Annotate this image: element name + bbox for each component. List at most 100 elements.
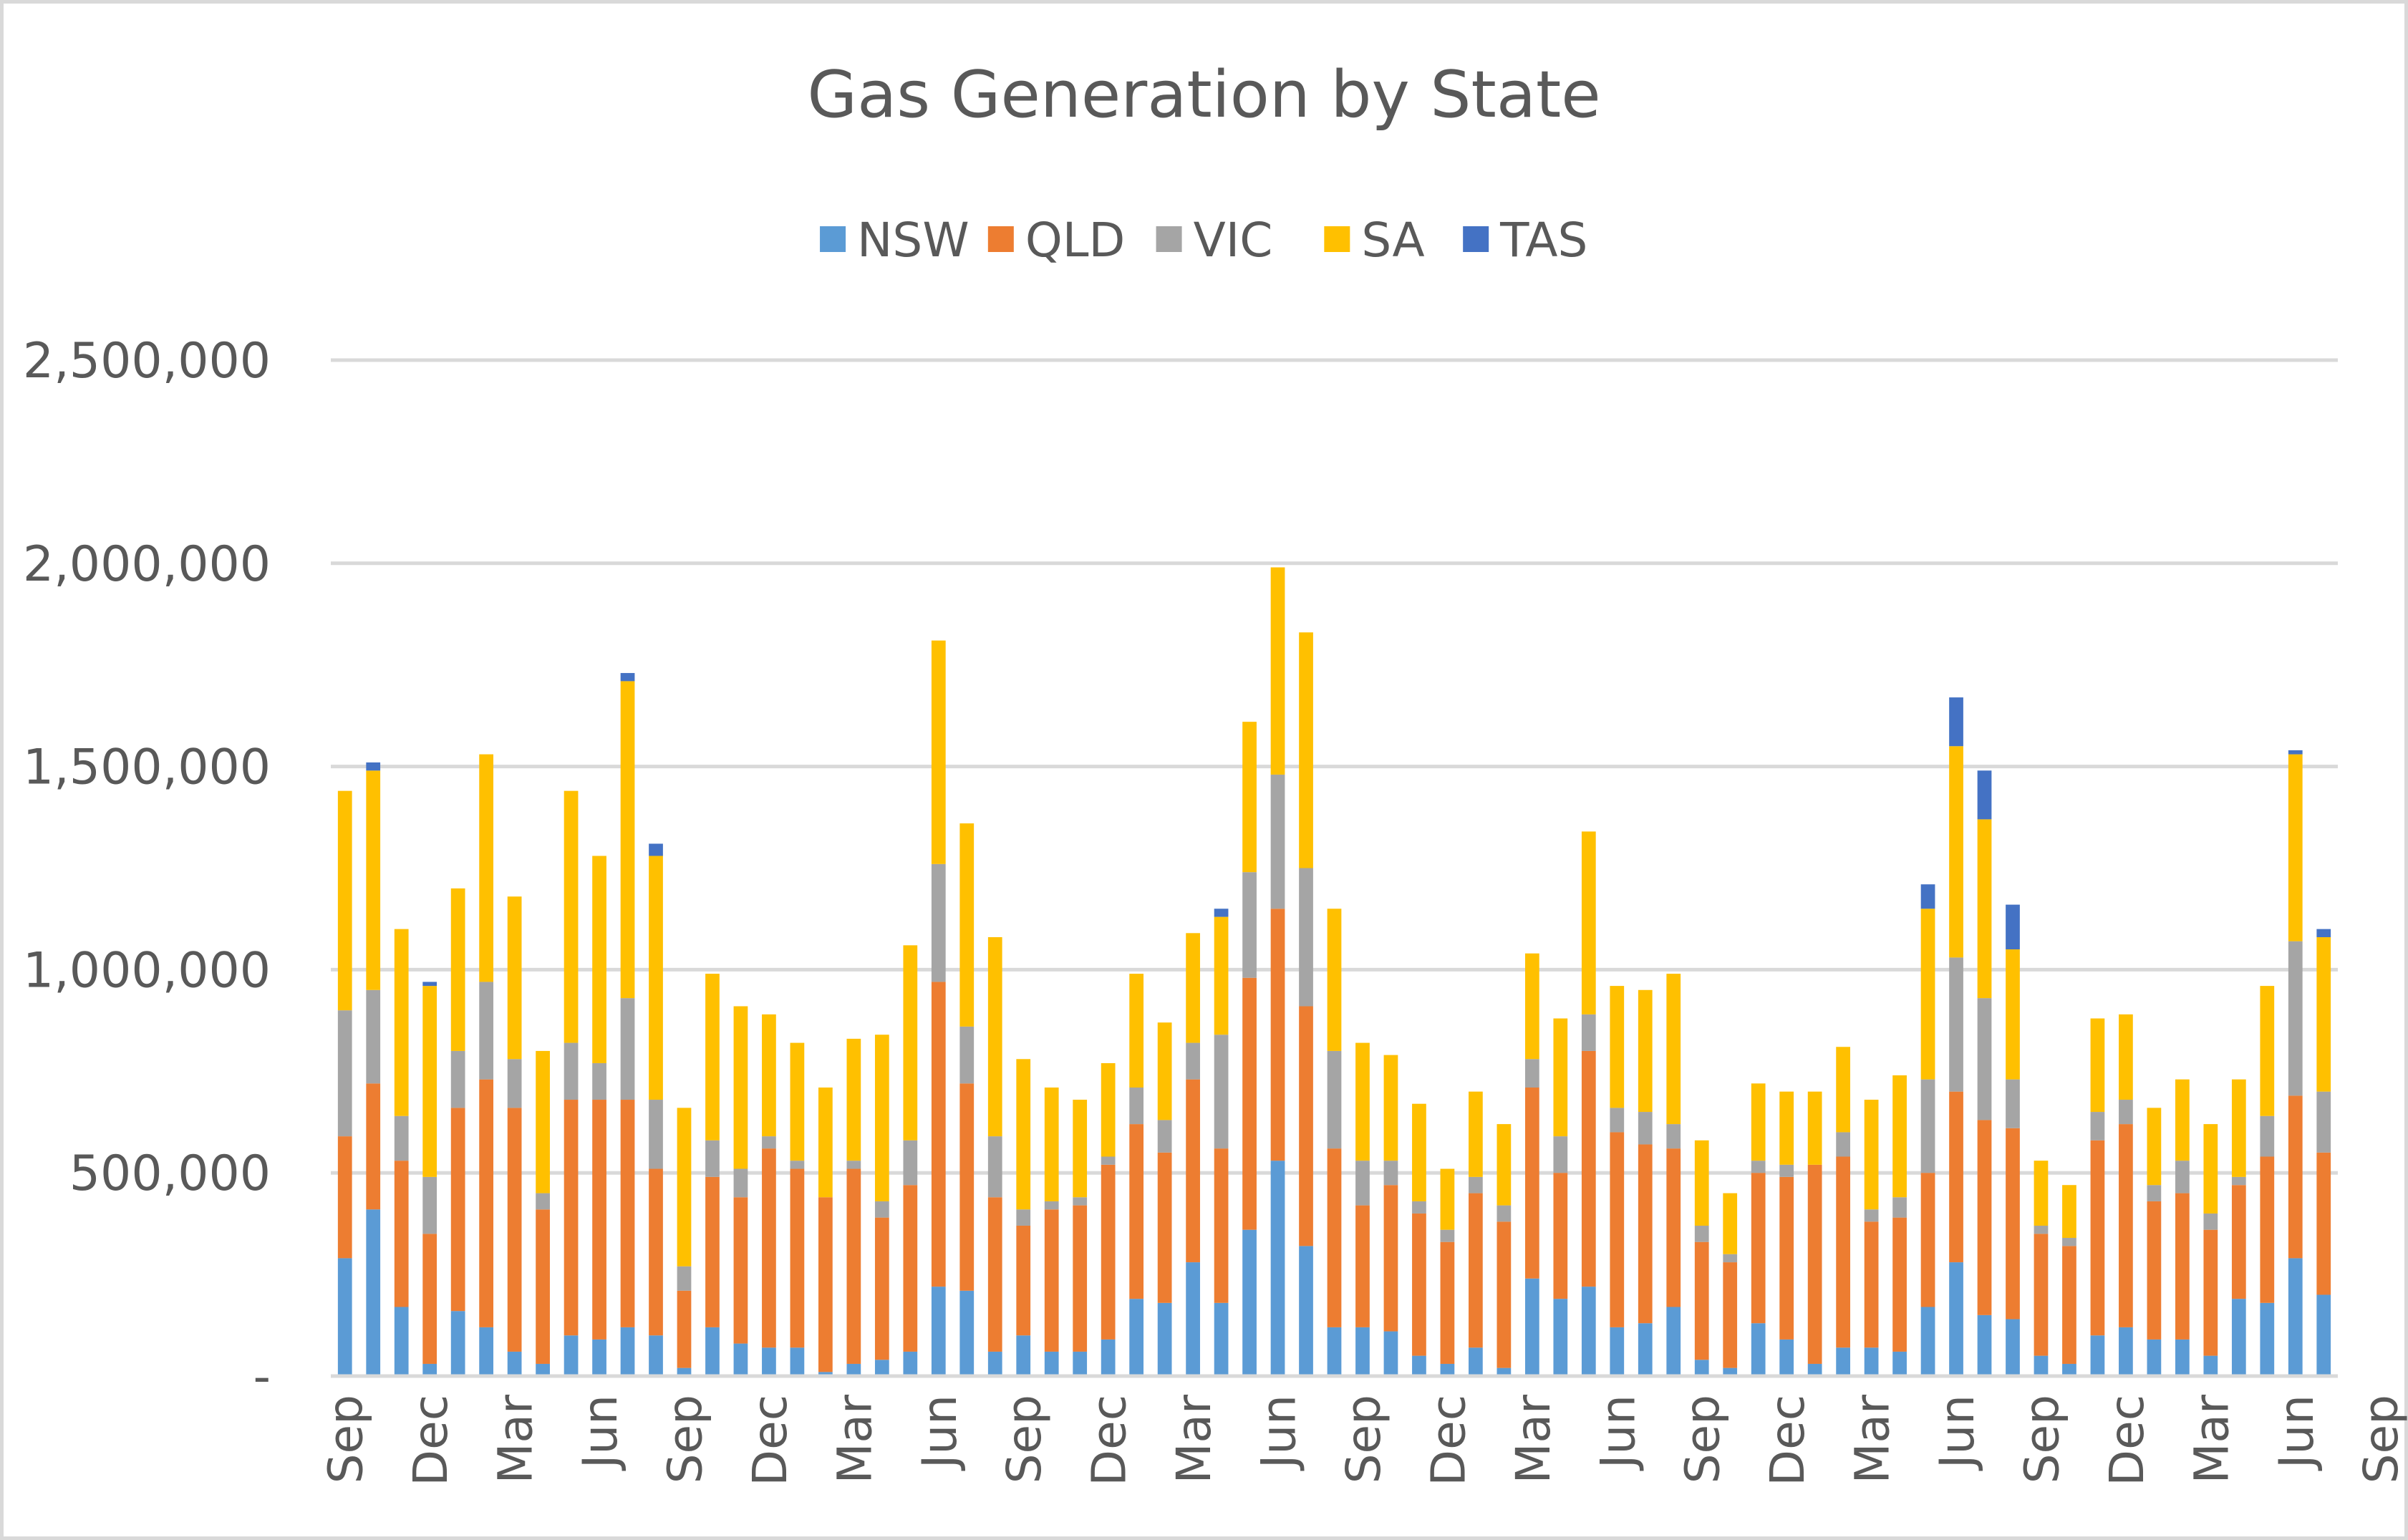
- bar-segment-sa: [337, 790, 352, 1011]
- bar-segment-vic: [337, 1010, 352, 1137]
- bar-segment-vic: [1864, 1209, 1879, 1222]
- bar-segment-vic: [1553, 1136, 1568, 1173]
- bar-segment-vic: [1016, 1209, 1031, 1226]
- bar-segment-nsw: [2147, 1339, 2162, 1376]
- legend-swatch-tas: [1463, 226, 1489, 252]
- bar-segment-nsw: [903, 1351, 918, 1376]
- bar-segment-sa: [620, 681, 635, 999]
- bar-segment-nsw: [1412, 1355, 1426, 1376]
- bar-segment-vic: [2006, 1079, 2020, 1128]
- bar-segment-nsw: [959, 1290, 975, 1376]
- bar-segment-vic: [536, 1193, 550, 1210]
- bar-segment-sa: [959, 823, 975, 1027]
- x-tick-label: Dec: [2099, 1395, 2155, 1486]
- bar-segment-nsw: [2203, 1355, 2218, 1376]
- bar-segment-sa: [1412, 1103, 1426, 1201]
- bar-segment-vic: [2062, 1238, 2076, 1246]
- bar-segment-nsw: [2006, 1319, 2020, 1376]
- bar-segment-nsw: [931, 1287, 946, 1376]
- x-tick-label: Dec: [1082, 1395, 1137, 1486]
- bar-segment-nsw: [422, 1363, 437, 1376]
- bar-segment-vic: [1666, 1124, 1681, 1149]
- bar-segment-sa: [1723, 1193, 1738, 1254]
- bar-segment-vic: [1779, 1164, 1794, 1177]
- bar-segment-nsw: [592, 1339, 606, 1376]
- bar-segment-nsw: [649, 1335, 663, 1376]
- bar-segment-qld: [1214, 1148, 1229, 1303]
- bar-segment-vic: [2260, 1115, 2275, 1157]
- bar-segment-sa: [931, 640, 946, 864]
- bar-segment-qld: [1101, 1164, 1116, 1340]
- bar-segment-nsw: [1496, 1367, 1512, 1376]
- bar-segment-vic: [874, 1201, 889, 1218]
- x-tick-label: Dec: [743, 1395, 798, 1486]
- bar-segment-sa: [1949, 746, 1963, 958]
- bar-segment-qld: [1440, 1241, 1455, 1364]
- bar-segment-nsw: [1129, 1299, 1144, 1376]
- bar-segment-vic: [2034, 1225, 2049, 1234]
- y-tick-label: 1,000,000: [23, 942, 271, 999]
- bar-segment-sa: [592, 856, 606, 1063]
- bar-segment-vic: [846, 1161, 861, 1169]
- bar-segment-nsw: [1299, 1246, 1313, 1376]
- bar-segment-nsw: [1186, 1262, 1200, 1376]
- chart-title: Gas Generation by State: [807, 57, 1601, 132]
- bar-segment-sa: [1977, 819, 1992, 999]
- bar-segment-nsw: [1949, 1262, 1963, 1376]
- bar-segment-qld: [1044, 1209, 1059, 1352]
- bar-segment-sa: [1779, 1091, 1794, 1165]
- bar-segment-sa: [1186, 933, 1200, 1043]
- x-tick-label: Jun: [1590, 1395, 1645, 1471]
- bar-segment-qld: [479, 1079, 494, 1327]
- bar-segment-vic: [450, 1050, 465, 1108]
- bar-segment-tas: [1214, 909, 1229, 917]
- bar-segment-sa: [2119, 1014, 2133, 1100]
- bar-segment-sa: [1553, 1018, 1568, 1137]
- bar-segment-sa: [1299, 632, 1313, 868]
- bar-segment-sa: [2316, 936, 2331, 1092]
- bar-segment-sa: [1044, 1088, 1059, 1201]
- bar-segment-qld: [2147, 1201, 2162, 1340]
- bar-segment-qld: [1553, 1173, 1568, 1299]
- bar-segment-nsw: [2231, 1299, 2246, 1376]
- bar-segment-nsw: [2175, 1339, 2190, 1376]
- bar-segment-nsw: [337, 1258, 352, 1376]
- x-tick-label: Sep: [997, 1395, 1052, 1483]
- bar-segment-vic: [1751, 1161, 1766, 1173]
- bar-segment-vic: [366, 989, 381, 1084]
- bar-segment-qld: [620, 1100, 635, 1327]
- bar-segment-vic: [1610, 1108, 1625, 1133]
- bar-segment-vic: [2119, 1100, 2133, 1125]
- bar-segment-tas: [422, 982, 437, 987]
- bar-segment-nsw: [1694, 1360, 1709, 1376]
- bar-segment-sa: [1751, 1083, 1766, 1161]
- bar-segment-tas: [1977, 770, 1992, 820]
- bar-segment-qld: [874, 1217, 889, 1360]
- bar-segment-sa: [1920, 909, 1935, 1080]
- bar-segment-nsw: [1581, 1287, 1596, 1376]
- bar-segment-vic: [705, 1140, 720, 1177]
- bar-segment-nsw: [733, 1343, 748, 1376]
- bar-segment-qld: [959, 1083, 975, 1291]
- bar-segment-sa: [818, 1088, 833, 1198]
- bar-segment-sa: [2062, 1185, 2076, 1239]
- bar-segment-sa: [987, 936, 1002, 1137]
- bar-segment-qld: [2034, 1234, 2049, 1356]
- y-tick-label: 500,000: [69, 1146, 271, 1202]
- bar-segment-vic: [649, 1100, 663, 1169]
- bar-segment-qld: [394, 1161, 409, 1307]
- bar-segment-sa: [705, 974, 720, 1141]
- bar-segment-vic: [1524, 1059, 1539, 1088]
- bar-segment-vic: [2090, 1112, 2105, 1141]
- bar-segment-qld: [790, 1168, 805, 1348]
- bar-segment-qld: [1779, 1176, 1794, 1340]
- bar-segment-nsw: [1355, 1327, 1370, 1376]
- bar-segment-nsw: [1638, 1323, 1653, 1376]
- bar-segment-nsw: [1977, 1314, 1992, 1376]
- bar-segment-sa: [1101, 1062, 1116, 1157]
- bar-segment-qld: [2175, 1193, 2190, 1340]
- bar-segment-sa: [1242, 722, 1257, 873]
- bar-segment-qld: [1581, 1050, 1596, 1287]
- bar-segment-sa: [2260, 986, 2275, 1116]
- bar-segment-qld: [2203, 1229, 2218, 1356]
